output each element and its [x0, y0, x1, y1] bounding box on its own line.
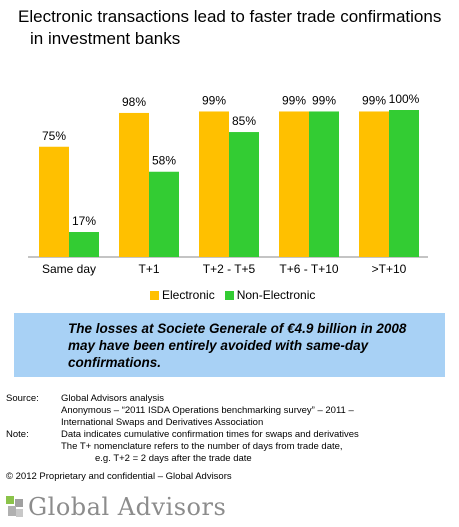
source-row: Source: Global Advisors analysis	[6, 393, 456, 405]
callout-text: The losses at Societe Generale of €4.9 b…	[68, 321, 407, 370]
category-label-4: >T+10	[372, 262, 407, 276]
legend-swatch-electronic	[150, 290, 159, 300]
legend-item-non-electronic: Non-Electronic	[224, 288, 316, 302]
legend-label-non-electronic: Non-Electronic	[236, 288, 316, 302]
note-2b: e.g. T+2 = 2 days after the trade date	[95, 453, 252, 464]
callout-box: The losses at Societe Generale of €4.9 b…	[14, 313, 445, 377]
legend-swatch-non-electronic	[224, 290, 234, 300]
copyright-text: © 2012 Proprietary and confidential – Gl…	[6, 471, 232, 482]
legend-label-electronic: Electronic	[162, 288, 215, 302]
source-1: Global Advisors analysis	[61, 393, 164, 404]
data-label-electronic-3: 99%	[282, 93, 306, 107]
data-label-non-electronic-1: 58%	[152, 154, 176, 168]
source-label: Source:	[6, 393, 39, 404]
data-label-non-electronic-0: 17%	[72, 214, 96, 228]
category-label-0: Same day	[42, 262, 96, 276]
data-label-non-electronic-3: 99%	[312, 93, 336, 107]
data-label-non-electronic-4: 100%	[389, 92, 420, 106]
bar-non-electronic-0	[69, 232, 99, 257]
note-label: Note:	[6, 429, 29, 440]
data-label-electronic-1: 98%	[122, 95, 146, 109]
category-label-3: T+6 - T+10	[279, 262, 338, 276]
legend-item-electronic: Electronic	[150, 288, 215, 302]
chart-legend: Electronic Non-Electronic	[150, 288, 325, 302]
bar-non-electronic-3	[309, 111, 339, 257]
bar-electronic-2	[199, 111, 229, 257]
bar-non-electronic-1	[149, 171, 179, 257]
category-label-1: T+1	[138, 262, 159, 276]
title-line-2: in investment banks	[30, 29, 181, 48]
bar-chart: 75% 17% Same day 98% 58% T+1 99% 85% T+2 - T+5 99…	[28, 92, 428, 276]
company-logo: Global Advisors	[6, 491, 226, 523]
global-advisors-logo-icon	[6, 496, 23, 517]
title-line-1: Electronic transactions lead to faster t…	[18, 7, 442, 26]
bar-electronic-4	[359, 111, 389, 257]
bar-non-electronic-2	[229, 132, 259, 257]
note-2a: The T+ nomenclature refers to the number…	[61, 441, 343, 452]
data-label-electronic-4: 99%	[362, 93, 386, 107]
category-label-2: T+2 - T+5	[203, 262, 256, 276]
bar-non-electronic-4	[389, 110, 419, 257]
data-label-electronic-2: 99%	[202, 93, 226, 107]
bar-electronic-1	[119, 112, 149, 257]
chart-title: Electronic transactions lead to faster t…	[18, 6, 458, 50]
data-label-non-electronic-2: 85%	[232, 114, 256, 128]
bar-electronic-0	[39, 146, 69, 257]
source-2b: International Swaps and Derivatives Asso…	[61, 417, 264, 428]
note-row: Note: Data indicates cumulative confirma…	[6, 429, 456, 441]
bar-electronic-3	[279, 111, 309, 257]
logo-text: Global Advisors	[28, 493, 227, 521]
source-2a: Anonymous – “2011 ISDA Operations benchm…	[61, 405, 354, 416]
note-1: Data indicates cumulative confirmation t…	[61, 429, 359, 440]
data-label-electronic-0: 75%	[42, 129, 66, 143]
source-notes: Source: Global Advisors analysis Anonymo…	[6, 393, 456, 465]
